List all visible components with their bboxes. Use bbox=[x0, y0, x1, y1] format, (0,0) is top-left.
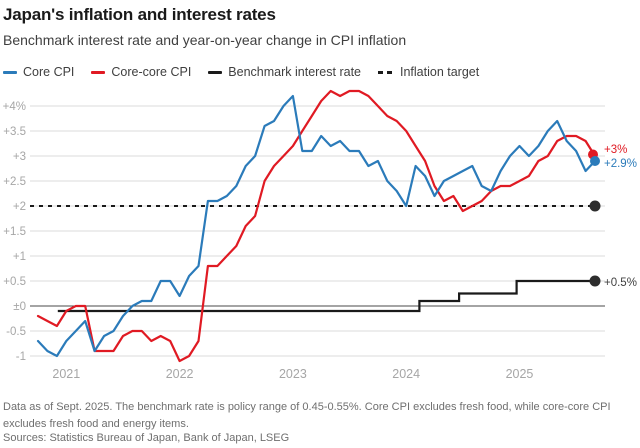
legend-item-core-cpi: Core CPI bbox=[3, 65, 74, 79]
legend: Core CPI Core-core CPI Benchmark interes… bbox=[3, 65, 479, 79]
x-axis-tick-label: 2023 bbox=[279, 367, 307, 381]
y-axis-tick-label: +1 bbox=[13, 251, 26, 263]
legend-item-core-core-cpi: Core-core CPI bbox=[91, 65, 191, 79]
core-core-cpi-end-label: +3% bbox=[604, 144, 627, 156]
y-axis-tick-label: +3.5 bbox=[3, 126, 26, 138]
chart-sources: Sources: Statistics Bureau of Japan, Ban… bbox=[3, 432, 290, 444]
y-axis-tick-label: -0.5 bbox=[6, 326, 26, 338]
y-axis-tick-label: +2 bbox=[13, 201, 26, 213]
y-axis-tick-label: ±0 bbox=[13, 301, 26, 313]
x-axis-tick-label: 2024 bbox=[392, 367, 420, 381]
legend-item-inflation-target: Inflation target bbox=[378, 65, 479, 79]
legend-label: Benchmark interest rate bbox=[228, 65, 361, 79]
core-cpi-end-label: +2.9% bbox=[604, 158, 637, 170]
y-axis-tick-label: +1.5 bbox=[3, 226, 26, 238]
x-axis-tick-label: 2025 bbox=[506, 367, 534, 381]
legend-label: Core-core CPI bbox=[111, 65, 192, 79]
benchmark-rate-line-swatch-icon bbox=[208, 70, 223, 74]
legend-label: Inflation target bbox=[400, 65, 480, 79]
core-cpi-line bbox=[36, 94, 597, 358]
line-chart: +4% +3.5 +3 +2.5 +2 +1.5 +1 +0.5 ±0 -0.5 -1 2021 202… bbox=[3, 89, 637, 381]
y-axis-tick-label: +2.5 bbox=[3, 176, 26, 188]
page-subtitle: Benchmark interest rate and year-on-year… bbox=[3, 32, 407, 48]
y-axis-tick-label: +0.5 bbox=[3, 276, 26, 288]
benchmark-rate-end-dot bbox=[589, 275, 601, 287]
core-core-cpi-line-swatch-icon bbox=[91, 70, 106, 74]
page-title: Japan's inflation and interest rates bbox=[3, 5, 276, 24]
x-axis-tick-label: 2021 bbox=[52, 367, 80, 381]
legend-item-benchmark-rate: Benchmark interest rate bbox=[208, 65, 361, 79]
core-core-cpi-line bbox=[36, 89, 597, 363]
legend-label: Core CPI bbox=[23, 65, 75, 79]
inflation-target-end-dot bbox=[589, 200, 601, 212]
benchmark-rate-end-label: +0.5% bbox=[604, 277, 637, 289]
y-axis-tick-label: -1 bbox=[16, 351, 26, 363]
benchmark-interest-rate-line bbox=[57, 279, 595, 313]
chart-footnote: Data as of Sept. 2025. The benchmark rat… bbox=[3, 401, 611, 430]
y-axis-tick-label: +3 bbox=[13, 151, 26, 163]
core-cpi-line-swatch-icon bbox=[3, 70, 17, 74]
x-axis-tick-label: 2022 bbox=[166, 367, 194, 381]
inflation-target-dash-swatch-icon bbox=[378, 70, 394, 74]
y-axis-tick-label: +4% bbox=[3, 101, 26, 113]
core-cpi-end-dot bbox=[590, 156, 600, 166]
